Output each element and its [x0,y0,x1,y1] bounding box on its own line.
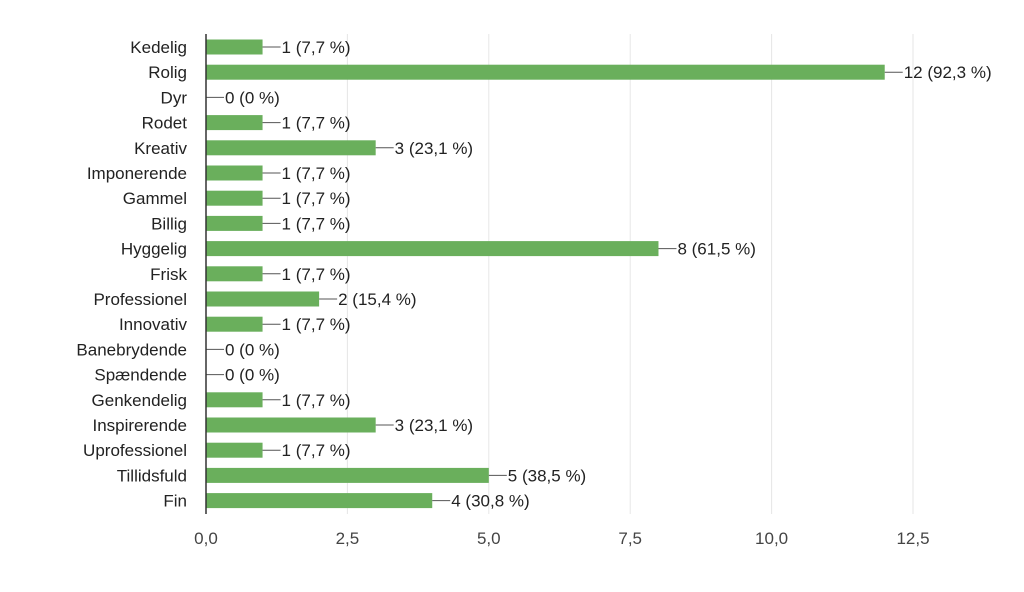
category-label: Fin [163,492,187,511]
category-label: Hyggelig [121,240,187,259]
bar [206,64,885,80]
category-label: Kreativ [134,139,187,158]
value-label: 5 (38,5 %) [508,466,586,485]
bar [206,291,320,307]
value-label: 0 (0 %) [225,88,280,107]
category-label: Imponerende [87,164,187,183]
category-label: Frisk [150,265,187,284]
category-label: Professionel [93,290,187,309]
bar-layer [206,39,903,509]
value-label: 1 (7,7 %) [282,164,351,183]
x-tick-label: 7,5 [618,529,642,548]
value-label: 1 (7,7 %) [282,189,351,208]
value-label: 4 (30,8 %) [451,492,529,511]
x-tick-label: 2,5 [336,529,360,548]
x-tick-label: 12,5 [896,529,929,548]
grid-layer [346,34,914,514]
value-label: 1 (7,7 %) [282,391,351,410]
x-tick-label: 5,0 [477,529,501,548]
category-label: Spændende [94,366,187,385]
value-label: 1 (7,7 %) [282,441,351,460]
value-label: 1 (7,7 %) [282,114,351,133]
value-label: 3 (23,1 %) [395,139,473,158]
category-label: Innovativ [119,315,188,334]
value-label: 12 (92,3 %) [904,63,992,82]
category-label: Kedelig [130,38,187,57]
bar [206,165,263,181]
category-label: Dyr [161,88,188,107]
bar [206,215,263,231]
bar [206,417,376,433]
value-label: 8 (61,5 %) [677,240,755,259]
x-tick-label: 10,0 [755,529,788,548]
bar [206,115,263,131]
value-label: 0 (0 %) [225,366,280,385]
value-label: 3 (23,1 %) [395,416,473,435]
category-label: Inspirerende [92,416,187,435]
value-label: 1 (7,7 %) [282,38,351,57]
bar [206,266,263,282]
bar [206,467,489,483]
label-layer: 0,0 2,5 5,0 7,5 10,0 12,5 1 (7,7 %) Kedelig 12 (… [76,38,991,548]
value-label: 0 (0 %) [225,340,280,359]
bar [206,316,263,332]
value-label: 2 (15,4 %) [338,290,416,309]
category-label: Billig [151,214,187,233]
category-label: Rolig [148,63,187,82]
bar [206,140,376,156]
category-label: Rodet [142,114,188,133]
category-label: Genkendelig [92,391,187,410]
category-label: Uprofessionel [83,441,187,460]
bar [206,442,263,458]
x-tick-label: 0,0 [194,529,218,548]
bar [206,39,263,55]
category-label: Gammel [123,189,187,208]
value-label: 1 (7,7 %) [282,265,351,284]
value-label: 1 (7,7 %) [282,214,351,233]
value-label: 1 (7,7 %) [282,315,351,334]
bar [206,493,433,509]
bar [206,392,263,408]
category-label: Tillidsfuld [117,466,187,485]
category-label: Banebrydende [76,340,187,359]
bar [206,241,659,257]
bar [206,190,263,206]
